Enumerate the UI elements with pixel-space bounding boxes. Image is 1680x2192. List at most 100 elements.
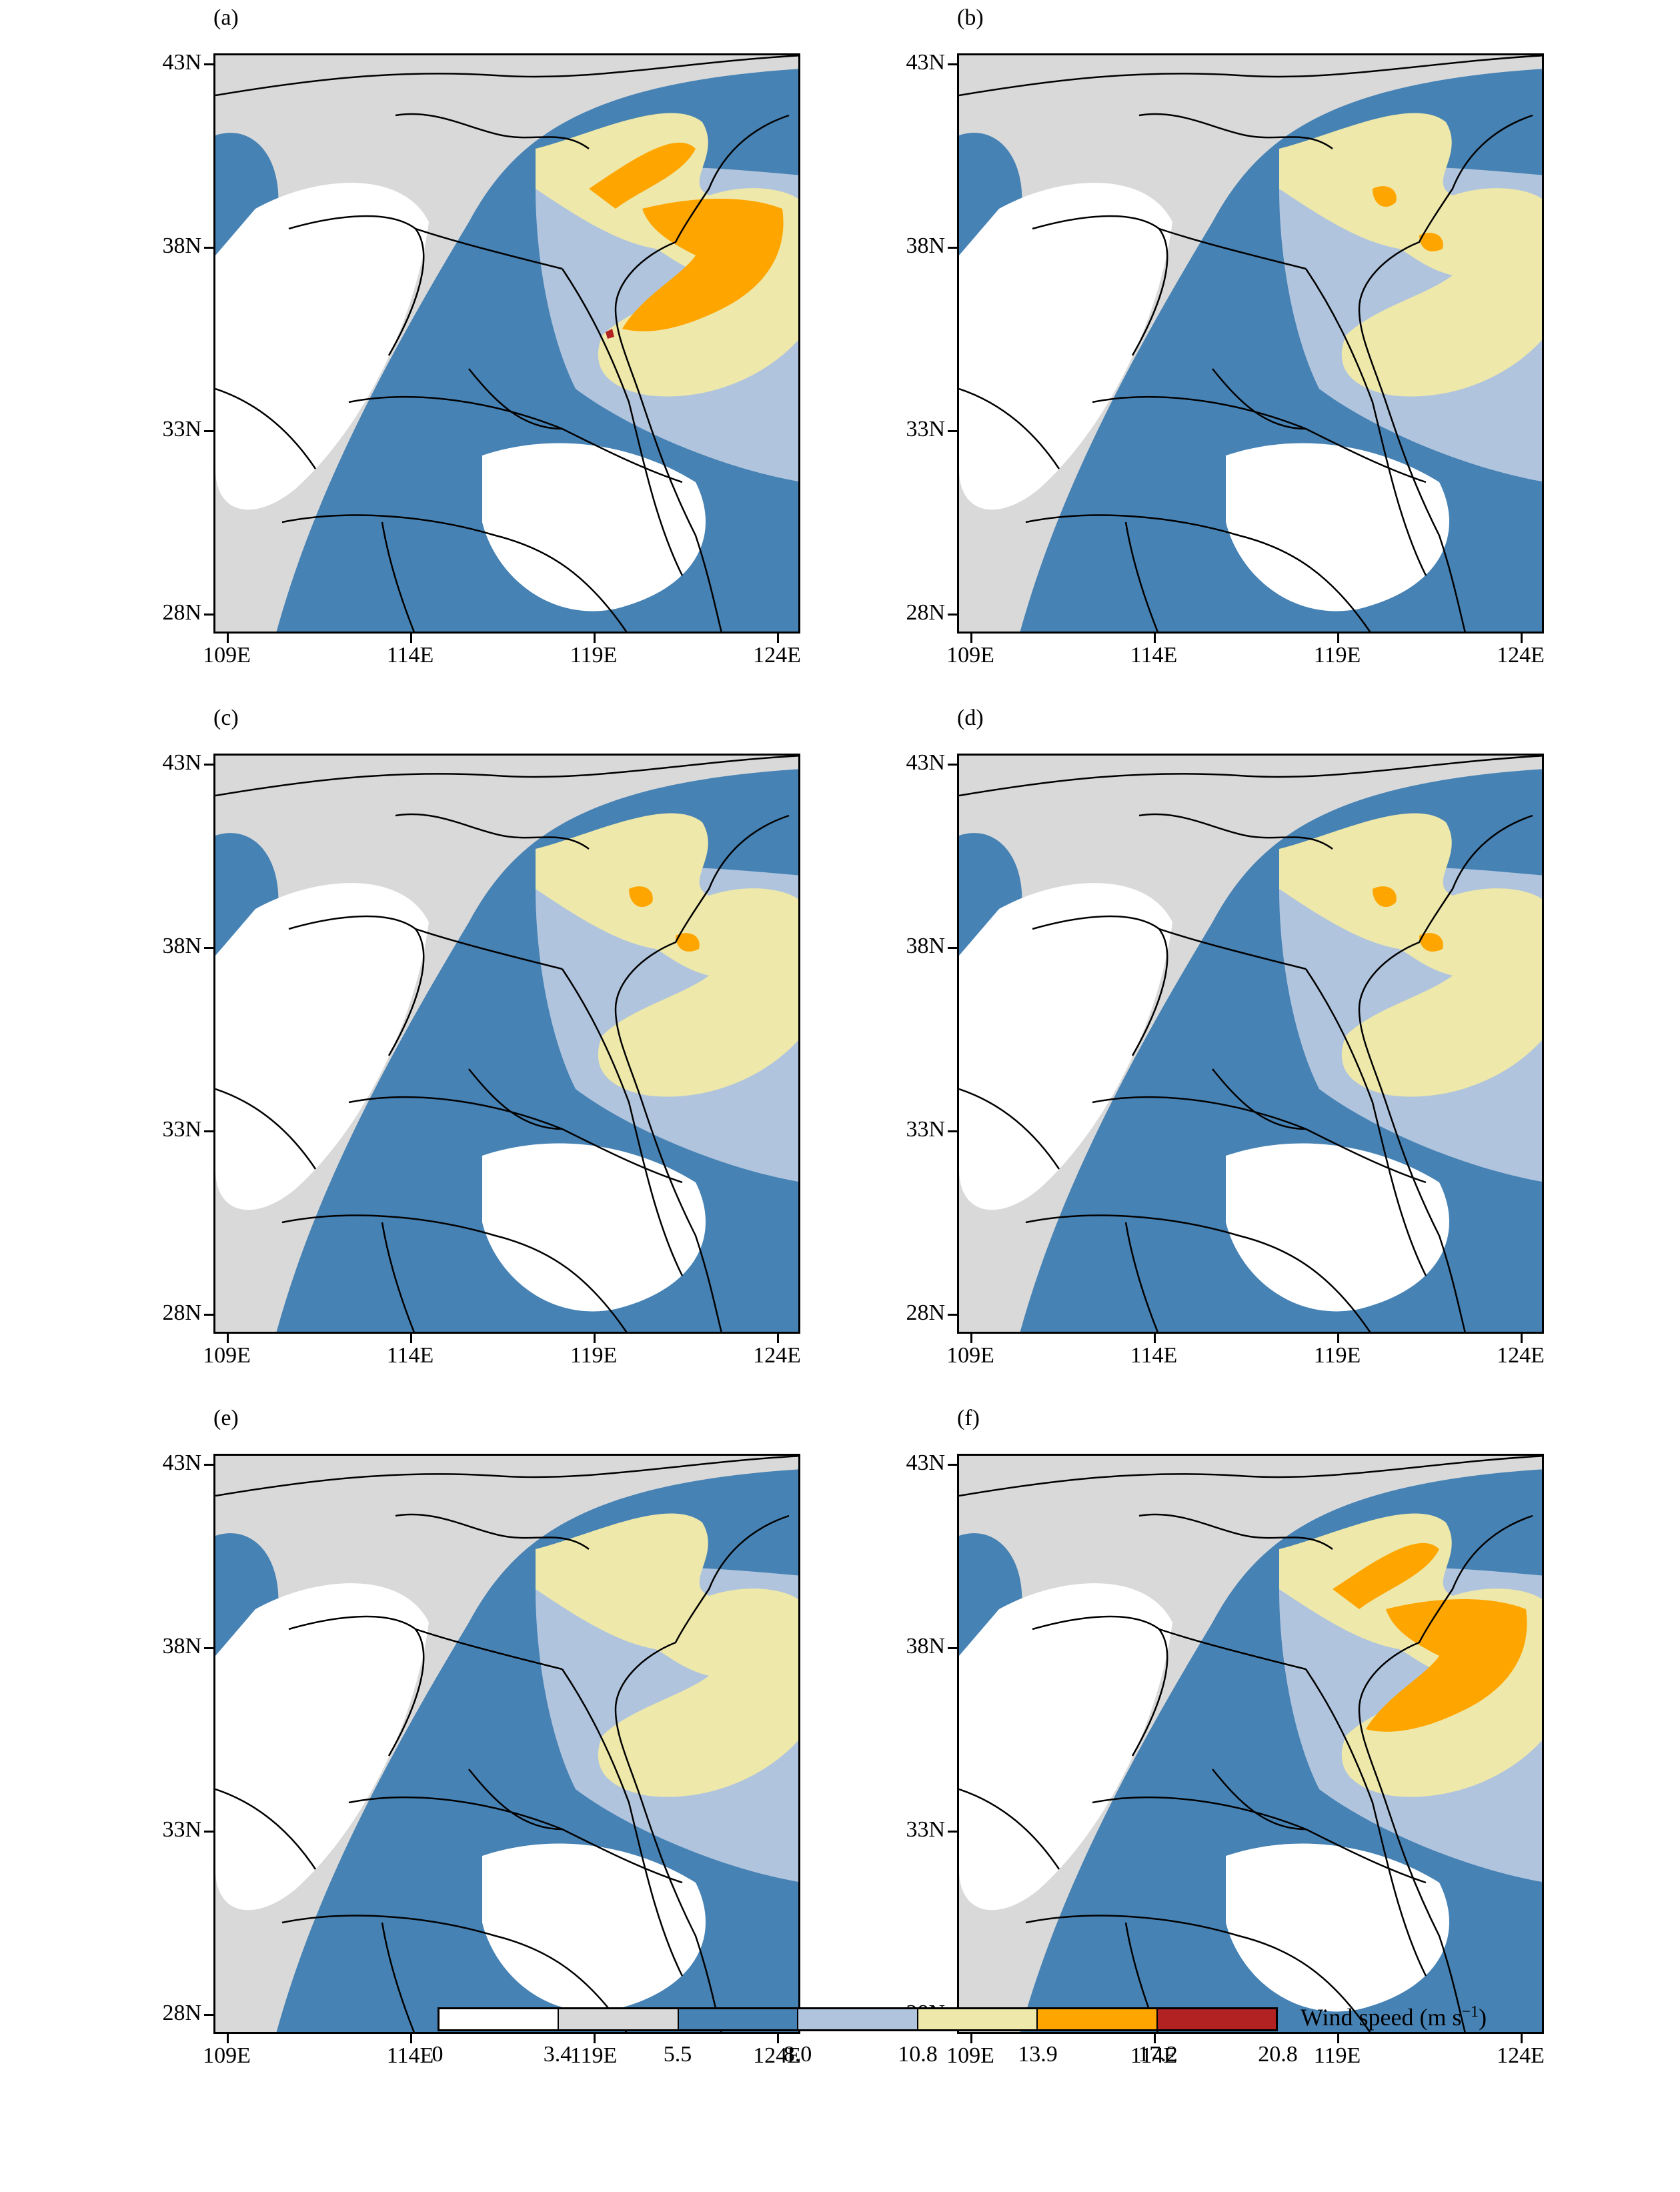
wind-contour-region bbox=[959, 183, 1172, 510]
latitude-tick-label: 28N bbox=[162, 1300, 201, 1325]
latitude-tick-mark bbox=[204, 764, 213, 766]
longitude-tick-mark bbox=[227, 2034, 229, 2043]
latitude-tick-mark bbox=[204, 1647, 213, 1649]
colorbar-title-superscript: −1 bbox=[1461, 2003, 1479, 2021]
latitude-tick-label: 33N bbox=[906, 417, 945, 441]
latitude-tick-mark bbox=[204, 1130, 213, 1132]
colorbar-tick-label: 20.8 bbox=[1258, 2042, 1298, 2067]
latitude-tick-mark bbox=[948, 614, 957, 616]
longitude-tick-label: 119E bbox=[570, 2043, 618, 2068]
longitude-tick-mark bbox=[970, 634, 972, 643]
province-boundary bbox=[1212, 1068, 1307, 1130]
coastline bbox=[1358, 114, 1533, 632]
latitude-tick-mark bbox=[204, 614, 213, 616]
longitude-tick-label: 124E bbox=[1497, 1343, 1545, 1368]
longitude-tick-mark bbox=[777, 634, 779, 643]
province-boundary bbox=[1092, 395, 1427, 483]
province-boundary bbox=[381, 1922, 415, 2032]
colorbar-segment bbox=[1157, 2009, 1276, 2029]
latitude-tick-mark bbox=[948, 1464, 957, 1466]
province-boundary bbox=[1305, 968, 1427, 1276]
longitude-tick-mark bbox=[1337, 1334, 1339, 1343]
longitude-tick-mark bbox=[594, 2034, 596, 2043]
latitude-tick-label: 38N bbox=[162, 934, 201, 958]
colorbar bbox=[438, 2007, 1278, 2031]
panel-label: (b) bbox=[957, 5, 984, 30]
latitude-tick-mark bbox=[204, 63, 213, 65]
longitude-tick-label: 119E bbox=[570, 643, 618, 668]
province-boundary bbox=[959, 387, 1060, 469]
longitude-tick-mark bbox=[410, 1334, 412, 1343]
wind-contour-region bbox=[1373, 886, 1397, 908]
longitude-tick-label: 109E bbox=[946, 643, 994, 668]
latitude-tick-label: 38N bbox=[162, 1634, 201, 1659]
latitude-tick-label: 28N bbox=[162, 600, 201, 625]
latitude-tick-label: 43N bbox=[906, 750, 945, 775]
wind-contour-region bbox=[622, 199, 784, 331]
longitude-tick-label: 114E bbox=[386, 2043, 434, 2068]
longitude-tick-label: 119E bbox=[1313, 2043, 1361, 2068]
province-boundary bbox=[1212, 368, 1307, 430]
province-boundary bbox=[215, 1456, 798, 1497]
province-boundary bbox=[1138, 113, 1333, 150]
province-boundary bbox=[959, 756, 1542, 797]
latitude-tick-mark bbox=[948, 947, 957, 949]
longitude-tick-mark bbox=[227, 634, 229, 643]
latitude-tick-mark bbox=[204, 1831, 213, 1833]
latitude-tick-label: 33N bbox=[162, 1117, 201, 1142]
province-boundary bbox=[381, 1222, 415, 1332]
panel-label: (a) bbox=[213, 5, 239, 30]
province-boundary bbox=[1212, 1769, 1307, 1831]
latitude-tick-label: 38N bbox=[906, 934, 945, 958]
longitude-tick-label: 109E bbox=[203, 643, 251, 668]
latitude-tick-mark bbox=[204, 247, 213, 249]
latitude-tick-label: 28N bbox=[906, 600, 945, 625]
province-boundary bbox=[1124, 1222, 1158, 1332]
latitude-tick-label: 33N bbox=[162, 417, 201, 441]
province-boundary bbox=[1305, 268, 1427, 576]
panel-label: (f) bbox=[957, 1406, 980, 1430]
longitude-tick-label: 114E bbox=[1130, 643, 1178, 668]
province-boundary bbox=[281, 1214, 628, 1332]
wind-contour-region bbox=[629, 886, 653, 908]
longitude-tick-mark bbox=[1521, 634, 1523, 643]
wind-contour-region bbox=[1279, 113, 1542, 397]
province-boundary bbox=[215, 756, 798, 797]
coastline bbox=[1358, 814, 1533, 1332]
colorbar-tick-label: 17.2 bbox=[1138, 2042, 1178, 2067]
province-boundary bbox=[281, 514, 628, 632]
province-boundary bbox=[1092, 1096, 1427, 1184]
wind-contour-region bbox=[959, 883, 1172, 1210]
colorbar-segment bbox=[1038, 2009, 1158, 2029]
latitude-tick-mark bbox=[948, 1647, 957, 1649]
colorbar-tick-label: 10.8 bbox=[898, 2042, 938, 2067]
coastline bbox=[614, 1514, 790, 2032]
province-boundary bbox=[395, 113, 590, 150]
colorbar-segment bbox=[798, 2009, 918, 2029]
colorbar-segment bbox=[678, 2009, 799, 2029]
wind-speed-map bbox=[213, 754, 800, 1334]
wind-contour-region bbox=[1419, 233, 1443, 251]
latitude-tick-mark bbox=[948, 1130, 957, 1132]
wind-contour-region bbox=[1419, 933, 1443, 952]
latitude-tick-mark bbox=[948, 430, 957, 432]
province-boundary bbox=[215, 1088, 317, 1170]
longitude-tick-label: 114E bbox=[386, 1343, 434, 1368]
longitude-tick-label: 109E bbox=[203, 1343, 251, 1368]
latitude-tick-label: 43N bbox=[906, 1450, 945, 1475]
province-boundary bbox=[468, 1068, 563, 1130]
colorbar-segment bbox=[918, 2009, 1038, 2029]
province-boundary bbox=[1138, 813, 1333, 850]
longitude-tick-label: 124E bbox=[1497, 643, 1545, 668]
province-boundary bbox=[215, 387, 317, 469]
latitude-tick-label: 43N bbox=[162, 1450, 201, 1475]
province-boundary bbox=[215, 55, 798, 97]
province-boundary bbox=[959, 1088, 1060, 1170]
latitude-tick-label: 33N bbox=[906, 1117, 945, 1142]
province-boundary bbox=[1158, 227, 1307, 270]
longitude-tick-label: 124E bbox=[753, 1343, 801, 1368]
province-boundary bbox=[1138, 1513, 1333, 1550]
latitude-tick-mark bbox=[204, 1314, 213, 1316]
latitude-tick-mark bbox=[204, 430, 213, 432]
latitude-tick-label: 28N bbox=[162, 2001, 201, 2025]
